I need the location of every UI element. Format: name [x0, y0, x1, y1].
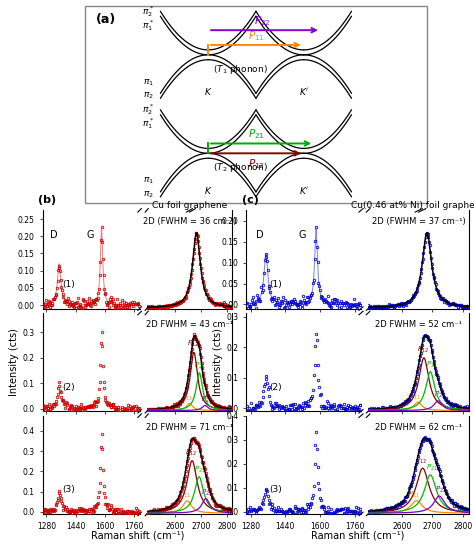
Text: $P_{22}$: $P_{22}$: [435, 485, 447, 495]
Text: $\pi_1^*$: $\pi_1^*$: [142, 117, 154, 131]
Text: $P_{22}$: $P_{22}$: [201, 488, 213, 498]
Text: $\pi_1$: $\pi_1$: [143, 175, 154, 186]
Text: $P_{22}$: $P_{22}$: [434, 390, 446, 400]
Text: $K^\prime$: $K^\prime$: [299, 185, 309, 196]
Text: $P_{21}$: $P_{21}$: [426, 360, 438, 370]
Text: (b): (b): [38, 195, 56, 205]
Text: D: D: [50, 230, 58, 240]
Text: G: G: [298, 230, 306, 240]
Text: $P_{11}$: $P_{11}$: [247, 29, 264, 43]
Text: 2D (FWHM = 36 cm⁻¹): 2D (FWHM = 36 cm⁻¹): [143, 217, 237, 226]
Text: $\pi_1^*$: $\pi_1^*$: [142, 18, 154, 33]
Text: 2D FWHM = 71 cm⁻¹: 2D FWHM = 71 cm⁻¹: [146, 422, 233, 432]
Text: $(T_1\ \mathrm{phonon})$: $(T_1\ \mathrm{phonon})$: [213, 63, 268, 75]
Y-axis label: Intensity (cts): Intensity (cts): [213, 328, 223, 396]
Text: (a): (a): [96, 13, 116, 27]
Text: D: D: [255, 230, 263, 240]
Text: (c): (c): [242, 195, 259, 205]
Text: $K^\prime$: $K^\prime$: [299, 87, 309, 97]
Text: $\pi_2^*$: $\pi_2^*$: [142, 103, 154, 118]
Text: $\pi_1$: $\pi_1$: [143, 77, 154, 88]
Text: $(T_2\ \mathrm{phonon})$: $(T_2\ \mathrm{phonon})$: [213, 161, 268, 174]
Text: (1): (1): [62, 280, 75, 289]
Y-axis label: Intensity (cts): Intensity (cts): [9, 328, 19, 396]
Text: $P_{12}$: $P_{12}$: [247, 157, 264, 171]
Text: $\pi_2$: $\pi_2$: [143, 91, 154, 102]
Text: $\pi_2^*$: $\pi_2^*$: [142, 4, 154, 19]
Text: 2D FWHM = 43 cm⁻¹: 2D FWHM = 43 cm⁻¹: [146, 320, 233, 329]
Text: $K$: $K$: [204, 87, 212, 97]
Text: Raman shift (cm⁻¹): Raman shift (cm⁻¹): [91, 531, 184, 541]
Text: G: G: [86, 230, 94, 240]
Text: $K$: $K$: [204, 185, 212, 196]
Title: Cu(0.46 at% Ni) foil graphene: Cu(0.46 at% Ni) foil graphene: [351, 200, 474, 210]
Text: $P_{12}$: $P_{12}$: [417, 345, 428, 355]
Text: (2): (2): [62, 382, 75, 392]
Text: $P_{12}$: $P_{12}$: [187, 339, 199, 350]
Text: $P_{11}$: $P_{11}$: [410, 392, 421, 402]
Text: Raman shift (cm⁻¹): Raman shift (cm⁻¹): [311, 531, 404, 541]
Text: (3): (3): [62, 485, 75, 495]
Text: $P_{22}$: $P_{22}$: [255, 14, 271, 28]
Text: $P_{21}$: $P_{21}$: [247, 127, 264, 141]
Text: $P_{12}$: $P_{12}$: [415, 456, 428, 466]
Text: $P_{11}$: $P_{11}$: [408, 490, 420, 500]
Text: $P_{12}$: $P_{12}$: [185, 448, 197, 458]
Text: (3): (3): [269, 485, 282, 495]
Text: $P_{22}$: $P_{22}$: [201, 395, 212, 405]
Text: $P_{21}$: $P_{21}$: [194, 361, 206, 371]
Text: 2D FWHM = 62 cm⁻¹: 2D FWHM = 62 cm⁻¹: [375, 422, 462, 432]
Text: $\pi_2$: $\pi_2$: [143, 189, 154, 200]
Text: $P_{21}$: $P_{21}$: [194, 465, 206, 475]
Text: $P_{11}$: $P_{11}$: [182, 393, 193, 403]
Text: $P_{21}$: $P_{21}$: [426, 463, 438, 473]
Text: 2D (FWHM = 37 cm⁻¹): 2D (FWHM = 37 cm⁻¹): [372, 217, 465, 226]
Text: 2D FWHM = 52 cm⁻¹: 2D FWHM = 52 cm⁻¹: [375, 320, 462, 329]
Text: $P_{11}$: $P_{11}$: [179, 490, 191, 500]
FancyBboxPatch shape: [85, 6, 427, 203]
Text: (2): (2): [269, 382, 282, 392]
Title: Cu foil graphene: Cu foil graphene: [152, 200, 227, 210]
Text: (1): (1): [269, 280, 282, 289]
